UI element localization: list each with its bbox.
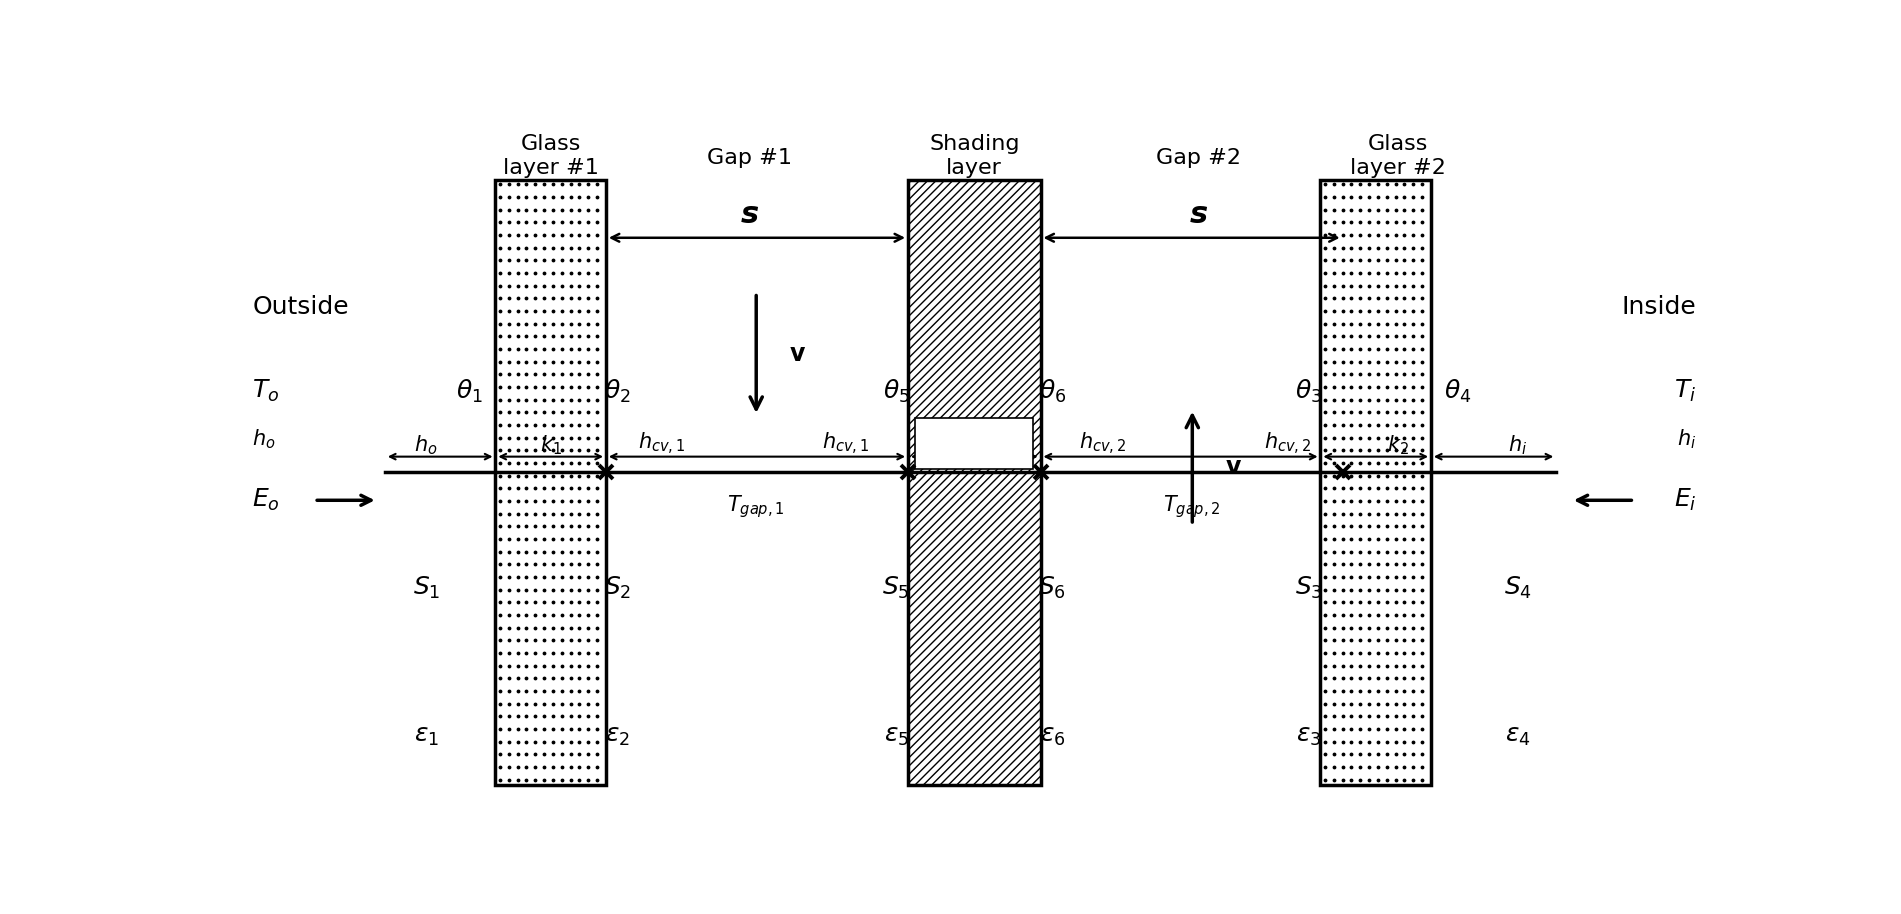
Text: $T_{gap,2}$: $T_{gap,2}$ (1163, 494, 1220, 520)
Text: Glass
layer #1: Glass layer #1 (502, 134, 599, 177)
Text: $\varepsilon_2$: $\varepsilon_2$ (605, 724, 629, 748)
Text: $\theta_5$: $\theta_5$ (882, 377, 909, 405)
Text: Glass
layer #2: Glass layer #2 (1350, 134, 1447, 177)
Text: $\varepsilon_4$: $\varepsilon_4$ (1506, 724, 1530, 748)
Bar (496, 180, 606, 785)
Text: $h_o$: $h_o$ (253, 428, 276, 451)
Text: $\mathbf{v}$: $\mathbf{v}$ (1224, 455, 1241, 479)
Text: $\varepsilon_3$: $\varepsilon_3$ (1296, 724, 1321, 748)
Text: $S_4$: $S_4$ (1504, 575, 1532, 601)
Text: $k_2$: $k_2$ (1388, 434, 1409, 457)
Text: $h_{cv,1}$: $h_{cv,1}$ (823, 431, 871, 457)
Text: $h_o$: $h_o$ (414, 434, 437, 457)
Text: $\theta_3$: $\theta_3$ (1295, 377, 1323, 405)
Bar (916, 418, 1034, 469)
Text: $T_o$: $T_o$ (253, 378, 279, 404)
Text: $h_{cv,1}$: $h_{cv,1}$ (637, 431, 684, 457)
Text: Outside: Outside (253, 294, 350, 319)
Text: $S_3$: $S_3$ (1295, 575, 1323, 601)
Text: $S_5$: $S_5$ (882, 575, 911, 601)
Text: $S_6$: $S_6$ (1038, 575, 1066, 601)
Bar (909, 180, 1040, 785)
Text: $S_1$: $S_1$ (413, 575, 439, 601)
Text: $E_o$: $E_o$ (253, 487, 279, 514)
Text: $k_{sh}$: $k_{sh}$ (960, 428, 989, 451)
Text: $\theta_1$: $\theta_1$ (456, 377, 483, 405)
Text: Shading
layer: Shading layer (930, 134, 1019, 177)
Text: s: s (1190, 200, 1207, 229)
Text: $\theta_2$: $\theta_2$ (605, 377, 631, 405)
Text: $\varepsilon_1$: $\varepsilon_1$ (414, 724, 439, 748)
Text: $k_1$: $k_1$ (540, 434, 561, 457)
Text: $T_i$: $T_i$ (1675, 378, 1696, 404)
Text: Inside: Inside (1622, 294, 1696, 319)
Text: $\varepsilon_5$: $\varepsilon_5$ (884, 724, 909, 748)
Text: $h_{cv,2}$: $h_{cv,2}$ (1078, 431, 1125, 457)
Text: Gap #2: Gap #2 (1156, 148, 1241, 168)
Text: $h_{cv,2}$: $h_{cv,2}$ (1264, 431, 1312, 457)
Text: $\theta_6$: $\theta_6$ (1038, 377, 1066, 405)
Text: s: s (741, 200, 758, 229)
Text: $S_2$: $S_2$ (605, 575, 631, 601)
Text: $\theta_4$: $\theta_4$ (1443, 377, 1471, 405)
Text: Gap #1: Gap #1 (707, 148, 793, 168)
Text: $\mathbf{v}$: $\mathbf{v}$ (789, 342, 806, 367)
Text: $h_i$: $h_i$ (1677, 428, 1696, 451)
Text: $E_i$: $E_i$ (1673, 487, 1696, 514)
Text: $T_{gap,1}$: $T_{gap,1}$ (728, 494, 785, 520)
Text: $\varepsilon_6$: $\varepsilon_6$ (1040, 724, 1065, 748)
Text: $h_i$: $h_i$ (1507, 434, 1528, 457)
Bar (1321, 180, 1431, 785)
